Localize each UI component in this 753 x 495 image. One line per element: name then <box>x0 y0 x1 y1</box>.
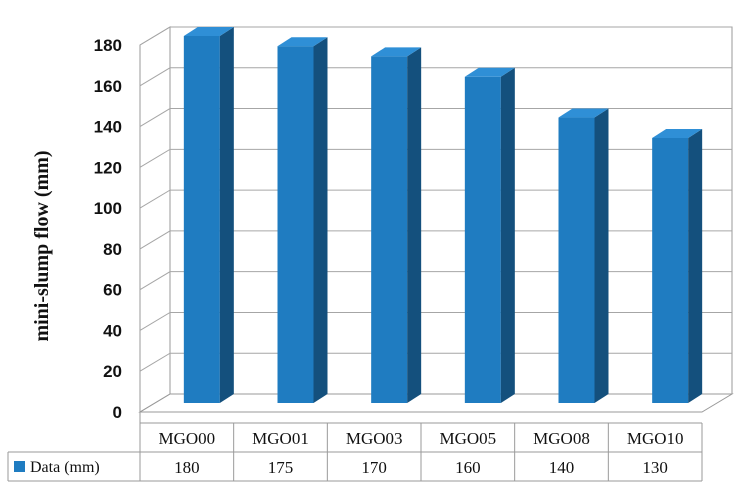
bar-top <box>277 37 328 47</box>
legend-entry: Data (mm) <box>30 459 100 476</box>
gridline <box>139 67 732 87</box>
bar <box>558 108 609 404</box>
gridline <box>139 108 732 127</box>
data-label: 140 <box>549 458 575 477</box>
bar-front <box>652 137 689 403</box>
y-axis-ticks: 0 20 40 60 80 100 120 140 160 180 <box>94 36 122 422</box>
bar <box>277 37 328 403</box>
y-axis-label: mini-slump flow (mm) <box>31 150 53 341</box>
bar-side <box>313 37 328 403</box>
bar-side <box>500 67 515 404</box>
bar-top <box>652 128 703 138</box>
x-tick-label: MGO08 <box>533 429 590 448</box>
data-label: 170 <box>361 458 387 477</box>
gridlines <box>139 26 732 372</box>
bar-top <box>183 27 234 36</box>
bar-top <box>558 108 609 118</box>
gridline <box>139 230 732 250</box>
bar-top <box>464 67 515 77</box>
y-tick-label: 80 <box>103 240 122 259</box>
bar <box>464 67 515 404</box>
gridline <box>139 352 732 372</box>
bar-top <box>371 47 422 57</box>
bar-front <box>183 36 220 403</box>
bar-side <box>594 108 609 404</box>
x-tick-label: MGO10 <box>627 429 684 448</box>
y-tick-label: 60 <box>103 281 122 300</box>
data-table: MGO00 180 MGO01 175 MGO03 170 MGO05 160 MGO08 140… <box>7 412 703 482</box>
bar-side <box>219 27 234 403</box>
x-tick-label: MGO00 <box>158 429 215 448</box>
y-tick-label: 0 <box>113 403 122 422</box>
legend-swatch <box>14 461 25 472</box>
bar-side <box>407 47 422 404</box>
x-tick-label: MGO03 <box>346 429 403 448</box>
gridline <box>139 189 732 209</box>
y-tick-label: 40 <box>103 321 122 340</box>
bar-front <box>464 76 501 404</box>
data-label: 160 <box>455 458 481 477</box>
y-tick-label: 160 <box>94 77 122 96</box>
y-tick-label: 20 <box>103 362 122 381</box>
gridline <box>139 26 732 46</box>
y-tick-label: 120 <box>94 158 122 177</box>
y-tick-label: 140 <box>94 118 122 137</box>
bar-front <box>371 56 408 404</box>
side-wall <box>139 26 171 413</box>
floor <box>138 393 734 413</box>
data-label: 130 <box>642 458 668 477</box>
back-wall <box>169 26 733 394</box>
x-tick-label: MGO01 <box>252 429 309 448</box>
y-tick-label: 180 <box>94 36 122 55</box>
data-label: 180 <box>174 458 200 477</box>
bar-front <box>558 117 595 404</box>
data-label: 175 <box>268 458 294 477</box>
bar <box>652 128 703 403</box>
bar <box>371 47 422 404</box>
gridline <box>139 148 732 168</box>
x-tick-label: MGO05 <box>439 429 496 448</box>
y-tick-label: 100 <box>94 199 122 218</box>
bar <box>183 27 234 403</box>
bars <box>183 27 703 404</box>
bar-side <box>688 128 703 403</box>
gridline <box>139 311 732 331</box>
bar-front <box>277 46 314 403</box>
gridline <box>139 271 732 291</box>
